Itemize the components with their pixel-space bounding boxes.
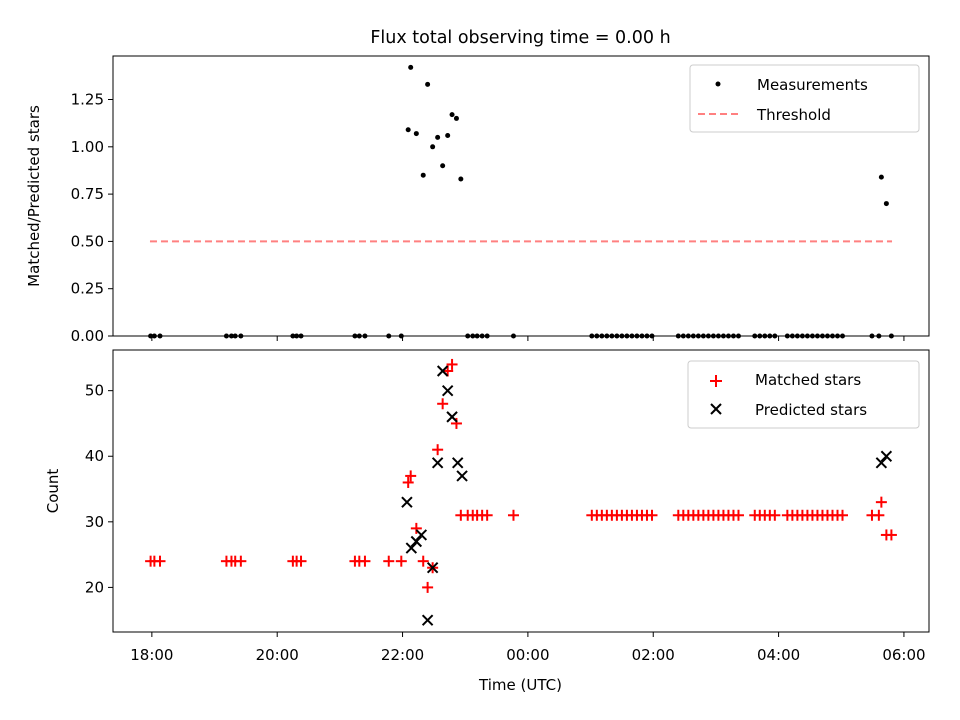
- predicted-stars-point: [880, 450, 893, 462]
- measurements-point: [878, 174, 884, 180]
- matched-stars-point: [295, 555, 307, 567]
- measurements-point: [440, 163, 446, 169]
- top-y-tick-label: 0.25: [71, 280, 104, 298]
- bottom-y-axis-label: Count: [44, 469, 62, 514]
- predicted-stars-point: [405, 542, 418, 554]
- top-legend: Measurements Threshold: [689, 64, 920, 133]
- matched-stars-point: [402, 476, 414, 488]
- x-tick-label: 22:00: [381, 646, 424, 664]
- bottom-y-tick-label: 30: [85, 513, 104, 531]
- matched-stars-point: [422, 581, 434, 593]
- legend-predicted-label: Predicted stars: [755, 401, 867, 419]
- legend-threshold-label: Threshold: [756, 106, 831, 124]
- bottom-y-tick-label: 40: [85, 447, 104, 465]
- x-tick-label: 00:00: [506, 646, 549, 664]
- matched-stars-point: [837, 509, 849, 521]
- x-tick-label: 20:00: [256, 646, 299, 664]
- bottom-legend: Matched stars Predicted stars: [687, 360, 920, 429]
- legend-measurements-marker: [715, 81, 721, 87]
- x-tick-label: 18:00: [130, 646, 173, 664]
- measurements-point: [413, 131, 419, 137]
- bottom-panel: 20 30 40 50 18:00 20:00 22:00 00:00 02:00 04:00 0…: [44, 349, 930, 694]
- legend-matched-marker: [710, 375, 722, 387]
- top-y-tick-label: 1.25: [71, 91, 104, 109]
- predicted-stars-point: [875, 457, 888, 469]
- measurements-point: [420, 172, 426, 178]
- measurements-point: [453, 115, 459, 121]
- matched-stars-point: [507, 509, 519, 521]
- top-y-axis-label: Matched/Predicted stars: [25, 105, 43, 287]
- bottom-y-tick-label: 50: [85, 382, 104, 400]
- predicted-stars-point: [451, 457, 464, 469]
- top-plot-frame: [112, 55, 930, 337]
- predicted-stars-point: [441, 384, 454, 397]
- matched-stars-point: [446, 358, 458, 370]
- matched-stars-point: [769, 509, 781, 521]
- matched-stars-point: [875, 496, 887, 508]
- measurements-point: [435, 134, 441, 140]
- matched-stars-point: [417, 555, 429, 567]
- matched-stars-point: [481, 509, 493, 521]
- predicted-stars-point: [415, 529, 428, 541]
- predicted-stars-point: [456, 470, 468, 482]
- x-tick-label: 04:00: [757, 646, 800, 664]
- measurements-point: [408, 64, 414, 70]
- measurements-point: [449, 112, 455, 118]
- measurements-point: [883, 201, 889, 207]
- bottom-plot-frame: [112, 349, 930, 633]
- predicted-stars-point: [431, 457, 444, 469]
- matched-stars-point: [885, 529, 897, 541]
- top-y-tick-label: 0.75: [71, 185, 104, 203]
- matched-stars-point: [154, 555, 166, 567]
- bottom-y-tick-label: 20: [85, 578, 104, 596]
- measurements-point: [425, 81, 431, 87]
- top-panel: 0.00 0.25 0.50 0.75 1.00 1.25 Matched/Predict…: [25, 55, 930, 345]
- measurements-point: [458, 176, 464, 182]
- matched-stars-point: [405, 470, 417, 482]
- top-y-tick-label: 0.50: [71, 232, 104, 250]
- top-x-ticks: [151, 336, 905, 341]
- bottom-y-ticks: 20 30 40 50: [85, 382, 113, 596]
- matched-stars-point: [235, 555, 247, 567]
- matched-stars-point: [646, 509, 658, 521]
- matched-stars-point: [383, 555, 395, 567]
- top-y-tick-label: 0.00: [71, 327, 104, 345]
- matched-stars-point: [432, 444, 444, 456]
- x-tick-label: 02:00: [632, 646, 675, 664]
- matched-stars-point: [450, 417, 462, 429]
- top-legend-box: [689, 64, 920, 133]
- matched-stars-point: [395, 555, 407, 567]
- bottom-series-layer: [145, 358, 897, 626]
- predicted-stars-point: [426, 562, 439, 574]
- legend-predicted-marker: [710, 403, 722, 415]
- measurements-point: [430, 144, 436, 150]
- bottom-x-ticks: 18:00 20:00 22:00 00:00 02:00 04:00 06:00: [130, 632, 926, 664]
- predicted-stars-point: [410, 535, 423, 548]
- top-y-tick-label: 1.00: [71, 138, 104, 156]
- bottom-legend-box: [687, 360, 920, 429]
- matched-stars-point: [437, 398, 449, 410]
- matched-stars-point: [359, 555, 371, 567]
- top-y-ticks: 0.00 0.25 0.50 0.75 1.00 1.25: [71, 91, 113, 345]
- predicted-stars-point: [421, 614, 434, 626]
- chart-title: Flux total observing time = 0.00 h: [370, 28, 670, 48]
- legend-measurements-label: Measurements: [757, 76, 868, 94]
- x-tick-label: 06:00: [882, 646, 925, 664]
- predicted-stars-point: [401, 496, 413, 508]
- legend-matched-label: Matched stars: [755, 371, 861, 389]
- measurements-point: [405, 127, 411, 133]
- matched-stars-point: [873, 509, 885, 521]
- predicted-stars-point: [446, 411, 458, 423]
- measurements-point: [445, 132, 451, 138]
- x-axis-label: Time (UTC): [478, 676, 562, 694]
- predicted-stars-point: [436, 365, 449, 377]
- matched-stars-point: [410, 522, 422, 534]
- matched-stars-point: [732, 509, 744, 521]
